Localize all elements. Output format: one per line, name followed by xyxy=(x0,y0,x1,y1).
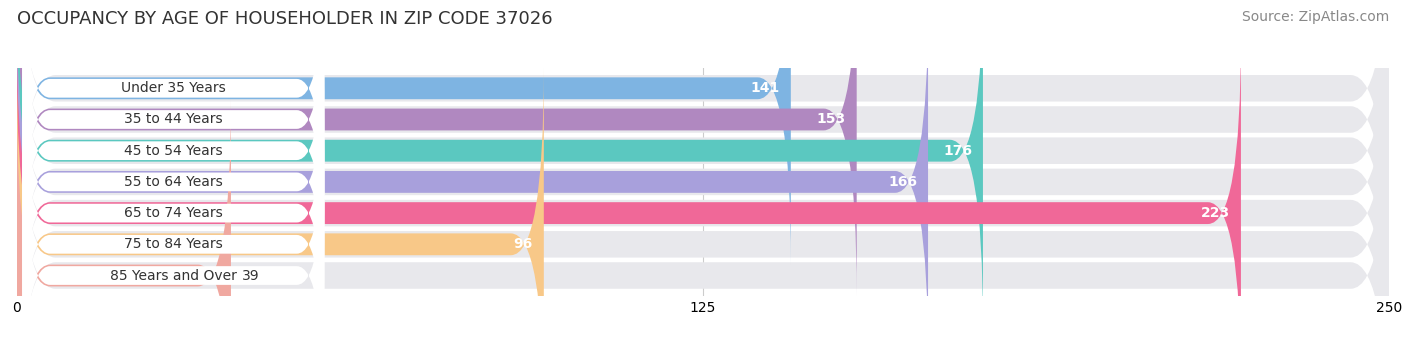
FancyBboxPatch shape xyxy=(17,68,544,340)
Text: Under 35 Years: Under 35 Years xyxy=(121,81,226,95)
FancyBboxPatch shape xyxy=(22,0,325,266)
Text: 65 to 74 Years: 65 to 74 Years xyxy=(124,206,222,220)
FancyBboxPatch shape xyxy=(17,0,1389,325)
FancyBboxPatch shape xyxy=(22,35,325,328)
FancyBboxPatch shape xyxy=(22,129,325,340)
FancyBboxPatch shape xyxy=(17,0,983,327)
Text: 141: 141 xyxy=(751,81,780,95)
Text: 85 Years and Over: 85 Years and Over xyxy=(110,269,236,283)
FancyBboxPatch shape xyxy=(22,66,325,340)
FancyBboxPatch shape xyxy=(17,0,856,296)
Text: 45 to 54 Years: 45 to 54 Years xyxy=(124,144,222,158)
Text: 223: 223 xyxy=(1201,206,1230,220)
Text: 176: 176 xyxy=(943,144,972,158)
Text: 166: 166 xyxy=(889,175,917,189)
FancyBboxPatch shape xyxy=(17,0,1389,293)
FancyBboxPatch shape xyxy=(22,0,325,235)
FancyBboxPatch shape xyxy=(17,37,1241,340)
FancyBboxPatch shape xyxy=(17,70,1389,340)
FancyBboxPatch shape xyxy=(17,99,231,340)
FancyBboxPatch shape xyxy=(22,98,325,340)
FancyBboxPatch shape xyxy=(17,0,790,265)
Text: 39: 39 xyxy=(242,269,260,283)
FancyBboxPatch shape xyxy=(17,0,1389,340)
FancyBboxPatch shape xyxy=(22,4,325,298)
FancyBboxPatch shape xyxy=(17,39,1389,340)
Text: 96: 96 xyxy=(513,237,533,251)
Text: 35 to 44 Years: 35 to 44 Years xyxy=(124,113,222,126)
Text: OCCUPANCY BY AGE OF HOUSEHOLDER IN ZIP CODE 37026: OCCUPANCY BY AGE OF HOUSEHOLDER IN ZIP C… xyxy=(17,10,553,28)
Text: 75 to 84 Years: 75 to 84 Years xyxy=(124,237,222,251)
FancyBboxPatch shape xyxy=(17,8,1389,340)
FancyBboxPatch shape xyxy=(17,5,928,340)
FancyBboxPatch shape xyxy=(17,0,1389,340)
Text: Source: ZipAtlas.com: Source: ZipAtlas.com xyxy=(1241,10,1389,24)
Text: 153: 153 xyxy=(817,113,846,126)
Text: 55 to 64 Years: 55 to 64 Years xyxy=(124,175,222,189)
